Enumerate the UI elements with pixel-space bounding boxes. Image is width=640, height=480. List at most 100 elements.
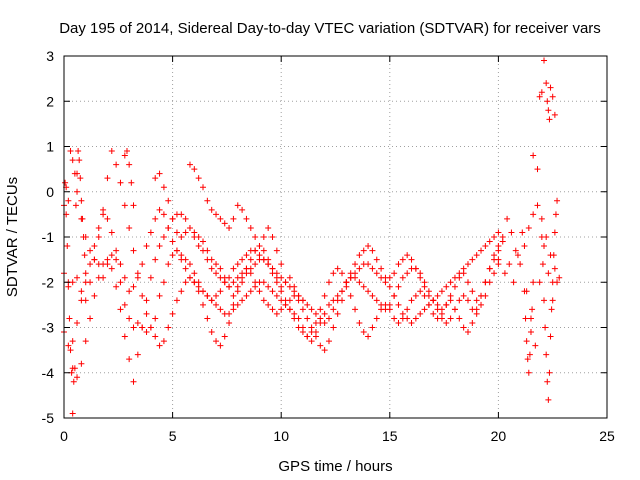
data-point bbox=[369, 324, 376, 331]
data-point bbox=[386, 306, 393, 313]
data-point bbox=[478, 301, 485, 308]
data-point bbox=[123, 148, 130, 155]
data-point bbox=[121, 333, 128, 340]
data-point bbox=[536, 93, 543, 100]
data-point bbox=[65, 197, 72, 204]
data-point bbox=[208, 297, 215, 304]
data-point bbox=[538, 89, 545, 96]
data-point bbox=[395, 319, 402, 326]
data-point bbox=[369, 247, 376, 254]
data-point bbox=[269, 265, 276, 272]
data-point bbox=[160, 279, 167, 286]
data-point bbox=[399, 256, 406, 263]
data-point bbox=[512, 247, 519, 254]
data-point bbox=[330, 324, 337, 331]
data-point bbox=[71, 365, 78, 372]
data-point bbox=[378, 306, 385, 313]
data-point bbox=[66, 315, 73, 322]
data-point bbox=[126, 356, 133, 363]
data-point bbox=[295, 324, 302, 331]
data-point bbox=[239, 206, 246, 213]
data-point bbox=[421, 279, 428, 286]
data-point bbox=[243, 252, 250, 259]
data-point bbox=[79, 215, 86, 222]
data-point bbox=[546, 369, 553, 376]
data-point bbox=[548, 306, 555, 313]
data-point bbox=[195, 234, 202, 240]
data-point bbox=[95, 274, 102, 281]
x-tick-label: 10 bbox=[273, 428, 289, 444]
data-point bbox=[412, 292, 419, 299]
data-point bbox=[204, 247, 211, 254]
data-point bbox=[80, 234, 87, 240]
data-point bbox=[139, 324, 146, 331]
data-point bbox=[173, 247, 180, 254]
data-point bbox=[74, 374, 81, 381]
data-point bbox=[213, 261, 220, 268]
series-E bbox=[152, 170, 306, 304]
data-point bbox=[456, 297, 463, 304]
data-point bbox=[395, 283, 402, 290]
data-point bbox=[544, 98, 551, 105]
data-point bbox=[365, 288, 372, 295]
data-point bbox=[113, 256, 120, 263]
data-point bbox=[113, 247, 120, 254]
data-point bbox=[434, 306, 441, 313]
data-point bbox=[247, 288, 254, 295]
data-point bbox=[460, 324, 467, 331]
data-point bbox=[469, 306, 476, 313]
series-F bbox=[186, 161, 285, 268]
data-point bbox=[95, 234, 102, 240]
data-point bbox=[438, 288, 445, 295]
data-point bbox=[499, 238, 506, 245]
data-point bbox=[434, 315, 441, 322]
data-point bbox=[226, 283, 233, 290]
data-point bbox=[365, 243, 372, 250]
data-point bbox=[282, 279, 289, 286]
data-point bbox=[404, 252, 411, 259]
data-point bbox=[191, 229, 198, 236]
data-point bbox=[546, 116, 553, 123]
data-point bbox=[252, 261, 259, 268]
data-point bbox=[117, 279, 124, 286]
data-point bbox=[447, 315, 454, 322]
data-point bbox=[260, 247, 267, 254]
data-point bbox=[529, 306, 536, 313]
y-tick-label: -1 bbox=[42, 229, 55, 245]
data-point bbox=[352, 261, 359, 268]
data-point bbox=[156, 170, 163, 177]
data-point bbox=[356, 319, 363, 326]
data-point bbox=[152, 315, 159, 322]
data-point bbox=[534, 166, 541, 173]
data-point bbox=[330, 297, 337, 304]
data-point bbox=[213, 270, 220, 277]
data-point bbox=[108, 229, 115, 236]
data-point bbox=[408, 319, 415, 326]
data-point bbox=[165, 324, 172, 331]
data-point bbox=[221, 274, 228, 281]
data-point bbox=[543, 351, 550, 358]
data-point bbox=[382, 301, 389, 308]
data-point bbox=[304, 315, 311, 322]
data-point bbox=[478, 292, 485, 299]
data-point bbox=[491, 234, 498, 240]
data-point bbox=[412, 315, 419, 322]
data-point bbox=[143, 310, 150, 317]
data-point bbox=[551, 229, 558, 236]
data-point bbox=[82, 270, 89, 277]
data-point bbox=[278, 283, 285, 290]
data-point bbox=[208, 329, 215, 336]
data-point bbox=[430, 297, 437, 304]
data-point bbox=[139, 261, 146, 268]
data-point bbox=[425, 288, 432, 295]
series-B bbox=[69, 206, 502, 345]
data-point bbox=[100, 206, 107, 213]
data-point bbox=[530, 279, 537, 286]
data-point bbox=[113, 283, 120, 290]
data-point bbox=[165, 261, 172, 268]
data-point bbox=[399, 274, 406, 281]
data-point bbox=[460, 292, 467, 299]
data-point bbox=[182, 256, 189, 263]
data-point bbox=[69, 157, 76, 164]
data-point bbox=[404, 270, 411, 277]
